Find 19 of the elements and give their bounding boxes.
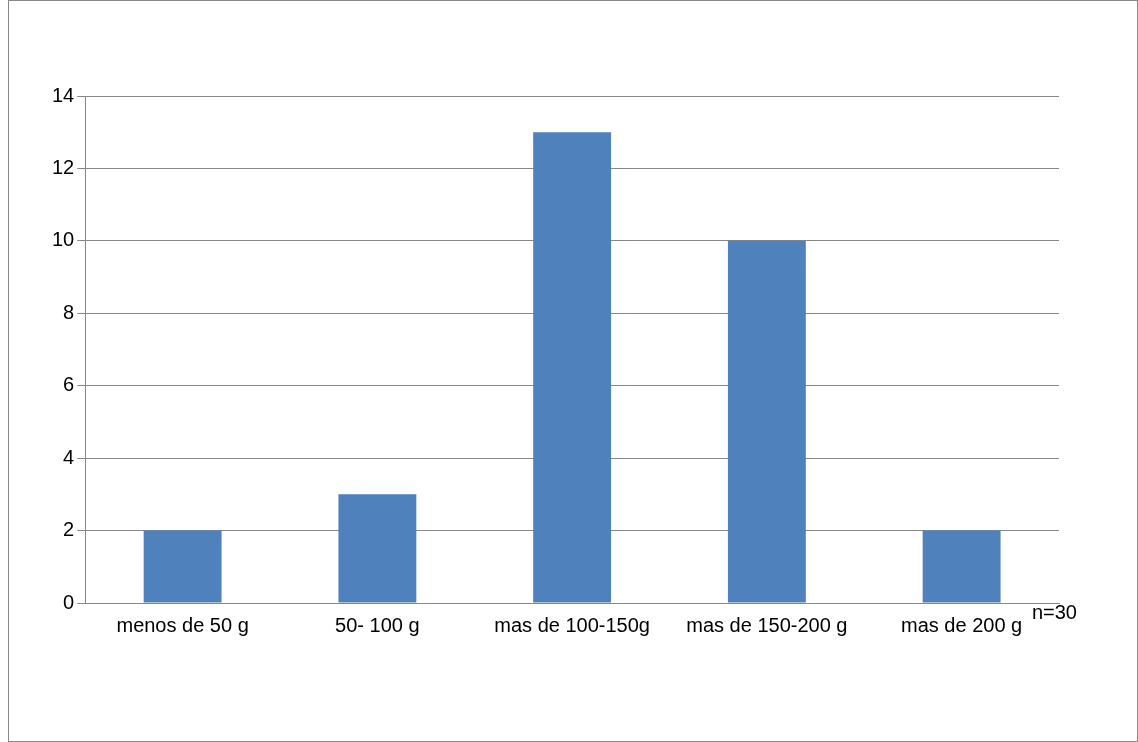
bar bbox=[922, 530, 1001, 603]
y-tick-label: 10 bbox=[52, 228, 75, 251]
x-tick-label: 50- 100 g bbox=[335, 613, 420, 636]
x-tick-label: mas de 100-150g bbox=[494, 613, 650, 636]
y-tick-label: 8 bbox=[63, 300, 75, 323]
x-tick-label: mas de 150-200 g bbox=[686, 613, 848, 636]
bar bbox=[727, 240, 806, 603]
bar bbox=[533, 132, 612, 603]
x-tick-label: mas de 200 g bbox=[901, 613, 1023, 636]
y-tick-label: 6 bbox=[63, 373, 75, 396]
y-tick-label: 12 bbox=[52, 155, 75, 178]
annotation: n=30 bbox=[1031, 601, 1077, 624]
y-tick-label: 0 bbox=[63, 590, 75, 613]
x-tick-label: menos de 50 g bbox=[116, 613, 249, 636]
bar bbox=[143, 530, 222, 603]
y-tick-label: 4 bbox=[63, 445, 75, 468]
y-tick-label: 14 bbox=[52, 83, 75, 106]
y-tick-label: 2 bbox=[63, 518, 75, 541]
bar bbox=[338, 494, 417, 603]
